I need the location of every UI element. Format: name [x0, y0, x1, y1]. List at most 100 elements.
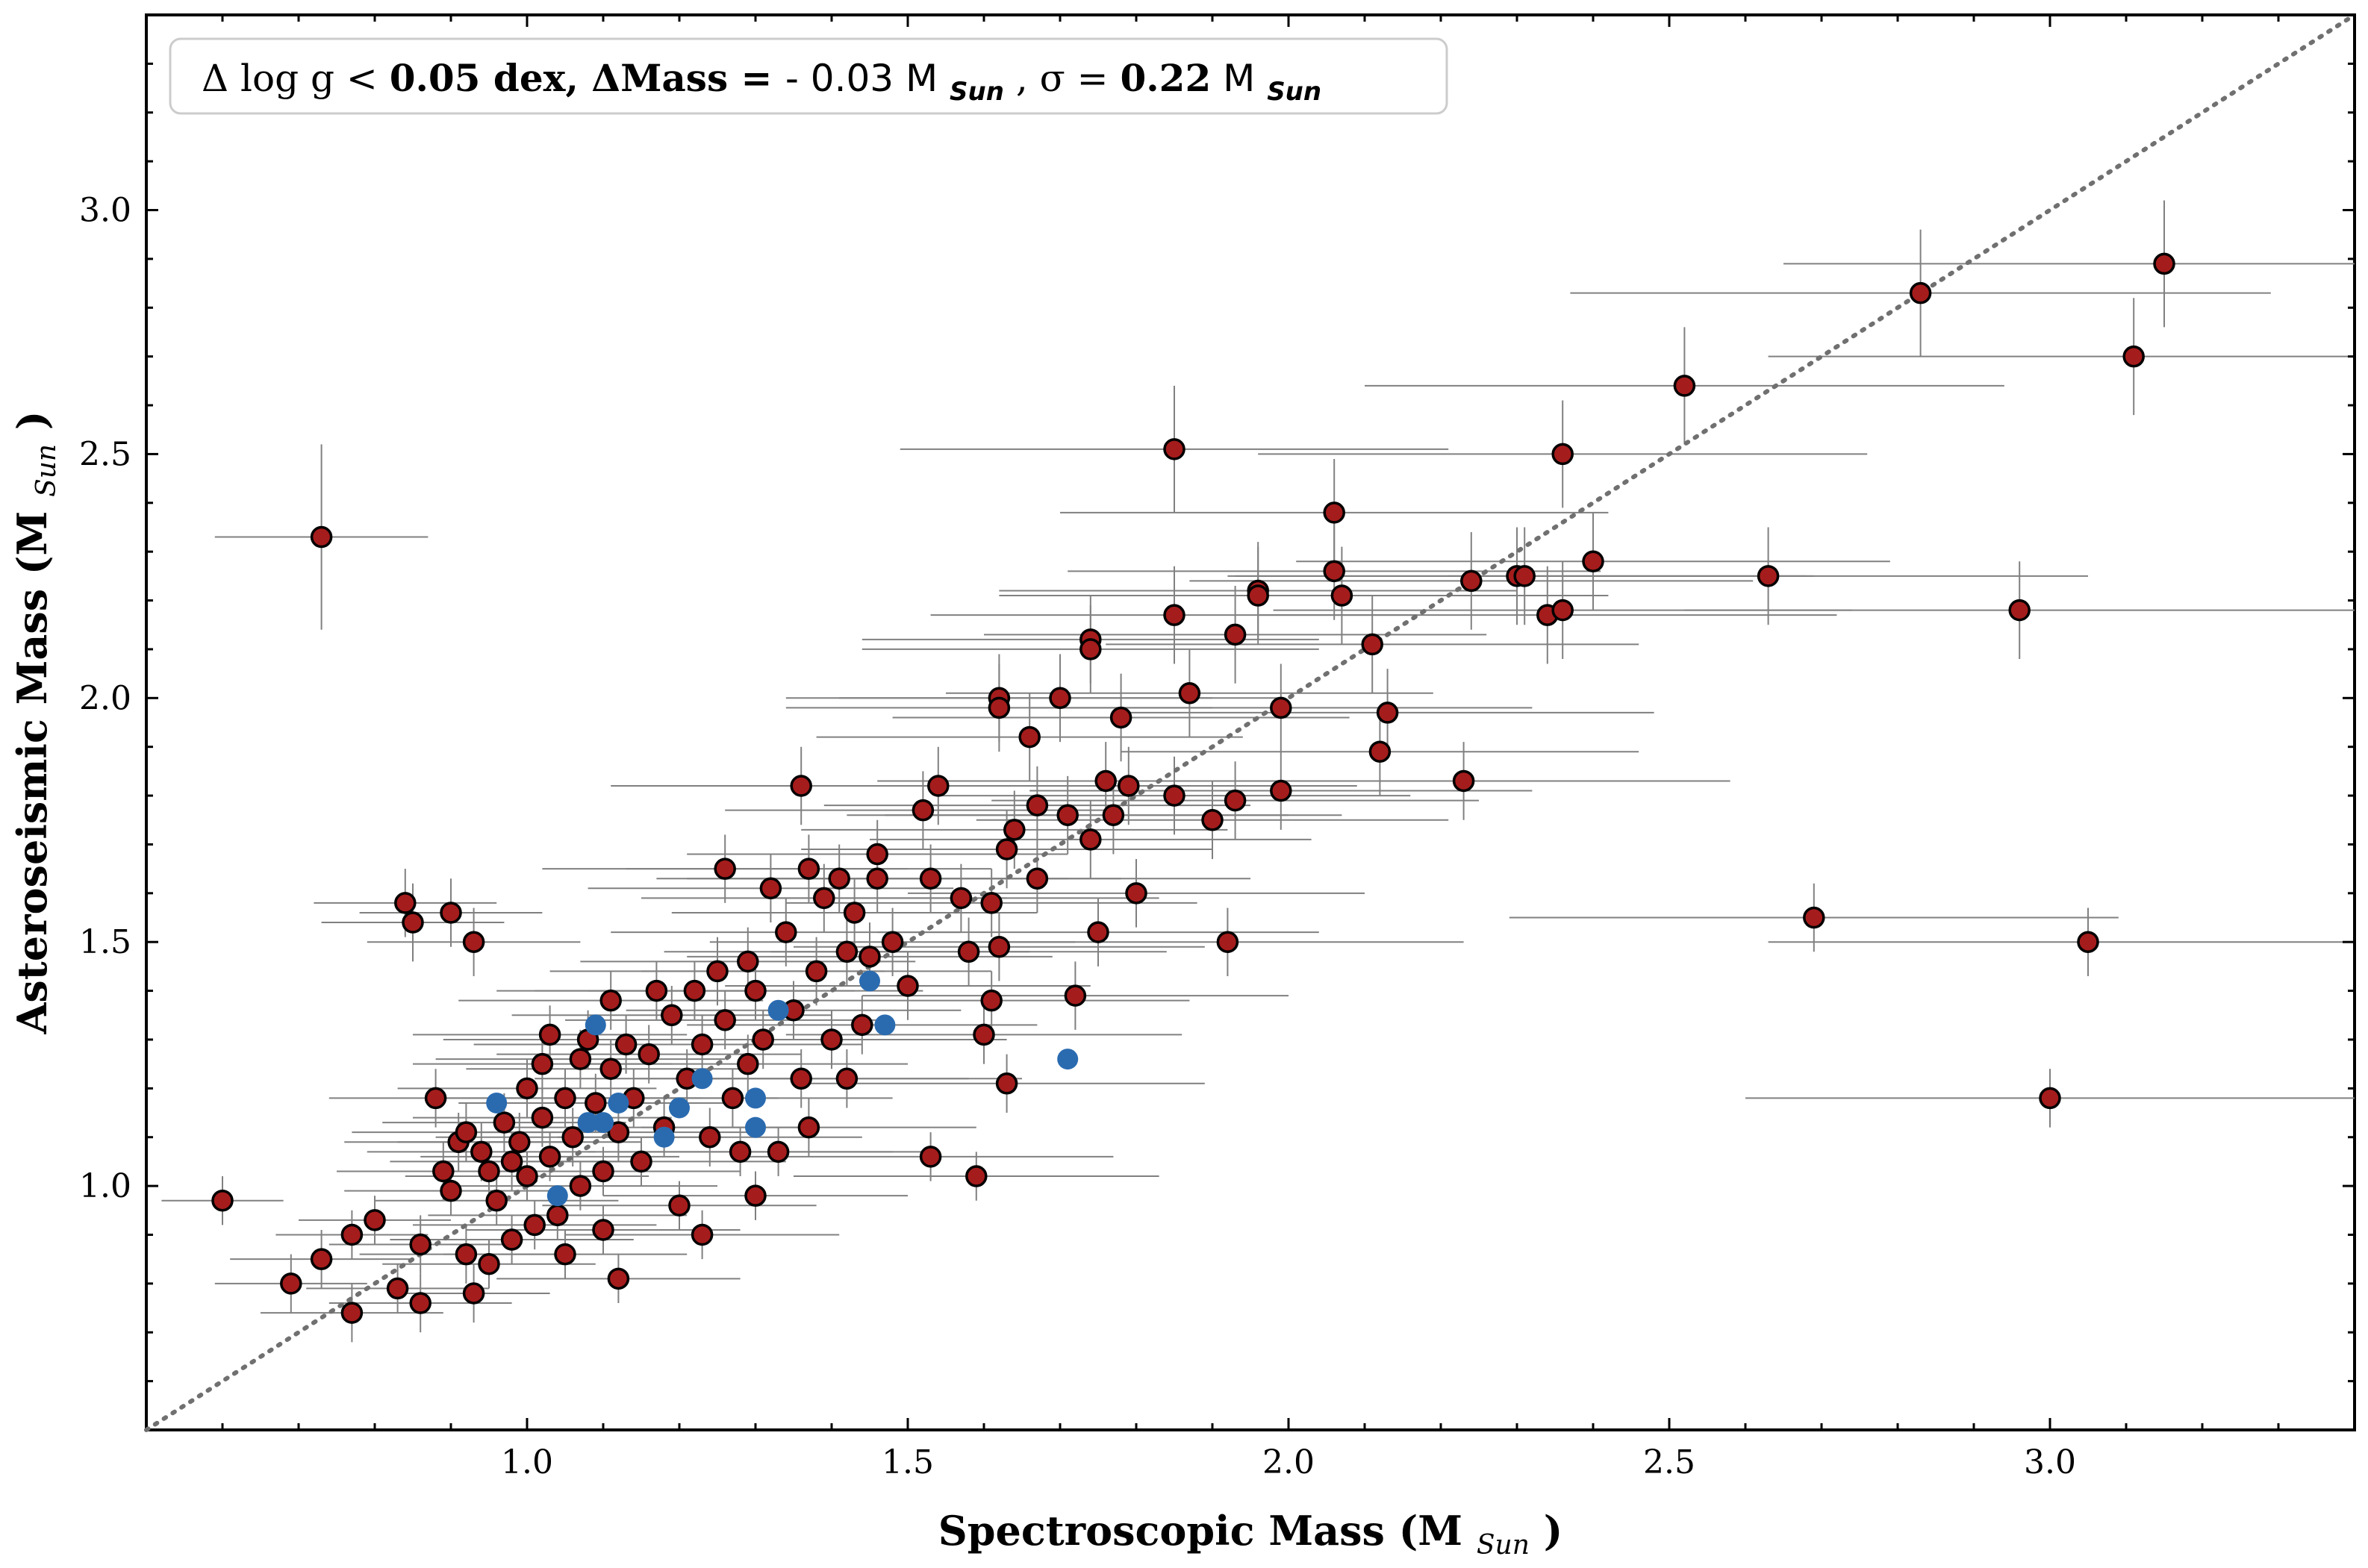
- data-point: [478, 1160, 500, 1183]
- data-point: [1673, 375, 1696, 397]
- data-point: [462, 931, 485, 953]
- data-point: [1026, 794, 1049, 816]
- data-point: [737, 1052, 759, 1075]
- x-tick-label: 2.0: [1262, 1443, 1315, 1481]
- data-point-blue: [767, 999, 789, 1021]
- data-point: [538, 1146, 561, 1168]
- data-point: [455, 1243, 478, 1266]
- data-point: [1460, 569, 1483, 593]
- data-point: [957, 940, 980, 963]
- data-point: [394, 892, 417, 914]
- data-point: [516, 1077, 538, 1100]
- data-point: [2077, 931, 2099, 953]
- data-point: [950, 887, 973, 910]
- data-point: [828, 867, 850, 890]
- data-point-blue: [593, 1112, 614, 1134]
- data-point: [1323, 560, 1345, 583]
- data-point-blue: [745, 1087, 766, 1109]
- data-point: [630, 1150, 652, 1173]
- data-point: [554, 1087, 576, 1110]
- data-point: [668, 1194, 691, 1217]
- data-point: [2122, 345, 2145, 368]
- data-point: [1049, 687, 1071, 710]
- data-point: [897, 975, 919, 997]
- data-point: [1163, 604, 1185, 626]
- data-point: [546, 1204, 569, 1227]
- data-point: [1803, 906, 1825, 929]
- data-point: [775, 921, 797, 943]
- data-point: [500, 1150, 523, 1173]
- data-point: [645, 979, 668, 1002]
- data-point: [919, 1146, 942, 1168]
- data-point: [1757, 565, 1780, 587]
- data-point: [805, 960, 828, 983]
- data-point: [1102, 804, 1125, 826]
- data-point: [973, 1023, 995, 1046]
- annotation-part4: , σ =: [1016, 57, 1121, 100]
- y-axis-title-sub: Sun: [31, 444, 62, 497]
- annotation-sub2: Sun: [1267, 77, 1321, 107]
- data-point: [744, 979, 767, 1002]
- data-point: [1270, 779, 1292, 802]
- x-axis-title: Spectroscopic Mass (M Sun ): [938, 1507, 1563, 1564]
- data-point: [965, 1165, 988, 1187]
- data-point: [691, 1223, 714, 1246]
- data-point: [440, 1179, 462, 1202]
- data-point: [569, 1175, 592, 1197]
- data-point: [1163, 438, 1185, 460]
- y-axis-title-main: Asteroseismic Mass (M: [8, 511, 56, 1035]
- y-axis-title: Asteroseismic Mass (M Sun ): [8, 411, 65, 1035]
- data-point: [820, 1028, 843, 1051]
- x-axis-title-tail: ): [1544, 1507, 1563, 1555]
- x-tick-label: 2.5: [1643, 1443, 1695, 1481]
- data-point-blue: [653, 1126, 675, 1148]
- y-tick-label: 3.0: [79, 192, 131, 230]
- data-point: [409, 1233, 431, 1256]
- data-point: [1125, 882, 1147, 905]
- one-to-one-line-layer: [144, 13, 2357, 1432]
- annotation-sub1: Sun: [950, 77, 1004, 107]
- data-point: [714, 858, 736, 880]
- data-point: [1026, 867, 1049, 890]
- data-point: [211, 1189, 234, 1212]
- data-point: [599, 1058, 622, 1080]
- data-point: [1270, 696, 1292, 719]
- data-point-blue: [691, 1068, 713, 1090]
- data-point-blue: [608, 1092, 629, 1113]
- y-tick-label: 1.5: [79, 923, 131, 961]
- plot-frame: [145, 13, 2356, 1431]
- data-point: [455, 1121, 478, 1143]
- annotation-part1: Δ log g <: [202, 57, 390, 100]
- data-point: [759, 877, 782, 900]
- x-tick-label: 1.5: [882, 1443, 934, 1481]
- data-point: [1551, 599, 1574, 622]
- data-point: [592, 1219, 614, 1241]
- x-axis-title-main: Spectroscopic Mass (M: [938, 1507, 1462, 1555]
- data-point: [638, 1043, 660, 1066]
- data-point: [1118, 775, 1140, 797]
- data-point-blue: [577, 1112, 599, 1134]
- annotation-part2: 0.05 dex, ΔMass =: [390, 56, 785, 100]
- data-point: [585, 1092, 607, 1114]
- data-point: [554, 1243, 576, 1266]
- data-point: [470, 1140, 493, 1163]
- data-point: [614, 1033, 638, 1056]
- data-point: [813, 887, 835, 910]
- data-point: [500, 1228, 523, 1251]
- data-point: [386, 1277, 409, 1300]
- data-point: [561, 1125, 584, 1149]
- data-point: [1064, 984, 1087, 1007]
- data-point: [661, 1004, 683, 1027]
- data-point: [2008, 599, 2031, 622]
- data-point: [340, 1223, 364, 1246]
- data-point: [1224, 789, 1247, 812]
- data-point: [508, 1131, 531, 1154]
- data-point: [691, 1033, 714, 1056]
- data-point: [1909, 281, 1932, 304]
- data-point: [721, 1087, 744, 1110]
- data-point: [1376, 702, 1399, 724]
- data-point: [790, 1067, 812, 1090]
- data-point: [1216, 931, 1239, 953]
- data-point: [1087, 921, 1109, 943]
- data-point: [797, 1116, 820, 1139]
